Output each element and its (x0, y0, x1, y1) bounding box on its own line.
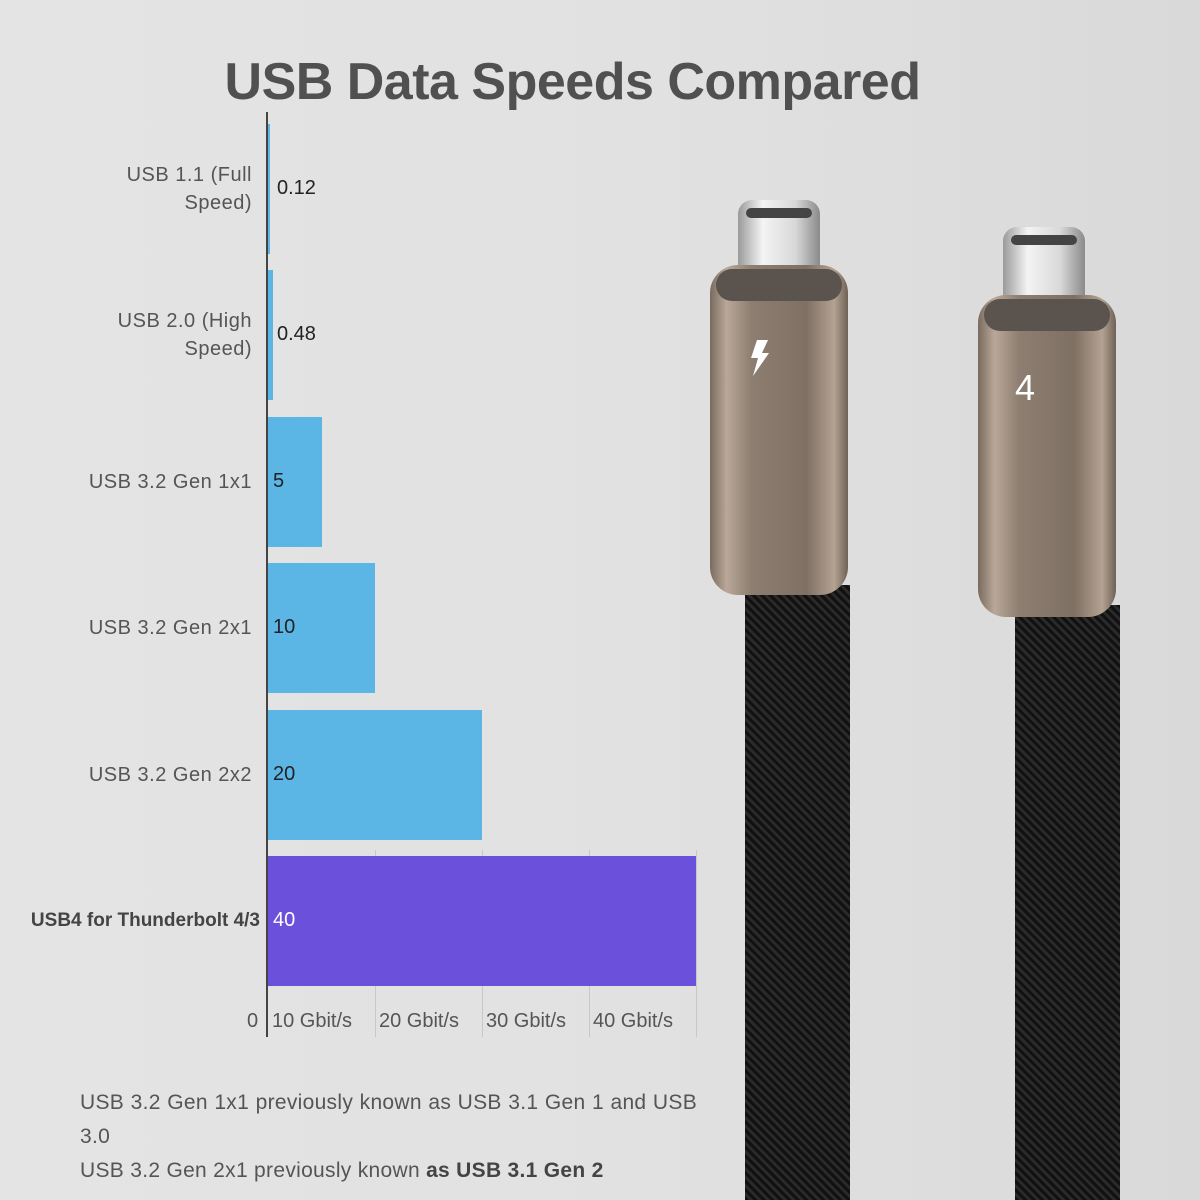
x-tick-label: 10 Gbit/s (272, 1010, 353, 1032)
value-label: 0.12 (277, 177, 316, 199)
category-label: USB 1.1 (Full Speed) (126, 164, 252, 214)
category-label: USB 3.2 Gen 2x2 (88, 763, 252, 786)
right-usb-c-plug (1003, 227, 1085, 307)
right-cable-wire (1015, 605, 1120, 1200)
thunderbolt-icon (748, 338, 772, 387)
grid-line (696, 850, 697, 1037)
footnote-1: USB 3.2 Gen 1x1 previously known as USB … (80, 1091, 697, 1148)
x-tick-label: 0 (247, 1010, 259, 1032)
category-label: USB 3.2 Gen 2x1 (88, 617, 252, 640)
connector-number-mark: 4 (1015, 367, 1036, 408)
x-tick-label: 30 Gbit/s (486, 1010, 567, 1032)
bar (268, 563, 375, 694)
category-label: USB 3.2 Gen 1x1 (88, 470, 252, 493)
value-label: 20 (273, 762, 296, 785)
value-label: 10 (273, 616, 296, 639)
category-label: USB 2.0 (High Speed) (117, 310, 252, 361)
chart-title: USB Data Speeds Compared (224, 53, 921, 111)
footnotes: USB 3.2 Gen 1x1 previously known as USB … (80, 1086, 697, 1188)
value-label: 40 (273, 909, 296, 931)
right-connector-housing (978, 295, 1116, 617)
footnote-2-text: USB 3.2 Gen 2x1 previously known (80, 1159, 427, 1182)
footnote-2-bold: as USB 3.1 Gen 2 (426, 1159, 604, 1182)
value-label: 5 (273, 469, 285, 492)
left-connector-housing (710, 265, 848, 595)
left-cable-wire (745, 585, 850, 1200)
x-tick-label: 20 Gbit/s (379, 1010, 460, 1032)
footnote-2: USB 3.2 Gen 2x1 previously known as USB … (80, 1154, 697, 1188)
bar (268, 856, 696, 986)
bar (268, 270, 274, 401)
y-axis-line (266, 112, 268, 1037)
bar (268, 709, 482, 840)
bar (268, 124, 270, 254)
bar (268, 416, 322, 547)
x-tick-label: 40 Gbit/s (593, 1010, 674, 1032)
bar-chart: USB 1.1 (Full Speed) 0.12 USB 2.0 (High Sp… (30, 112, 697, 1037)
value-label: 0.48 (277, 323, 316, 346)
category-label: USB4 for Thunderbolt 4/3 (30, 910, 260, 931)
